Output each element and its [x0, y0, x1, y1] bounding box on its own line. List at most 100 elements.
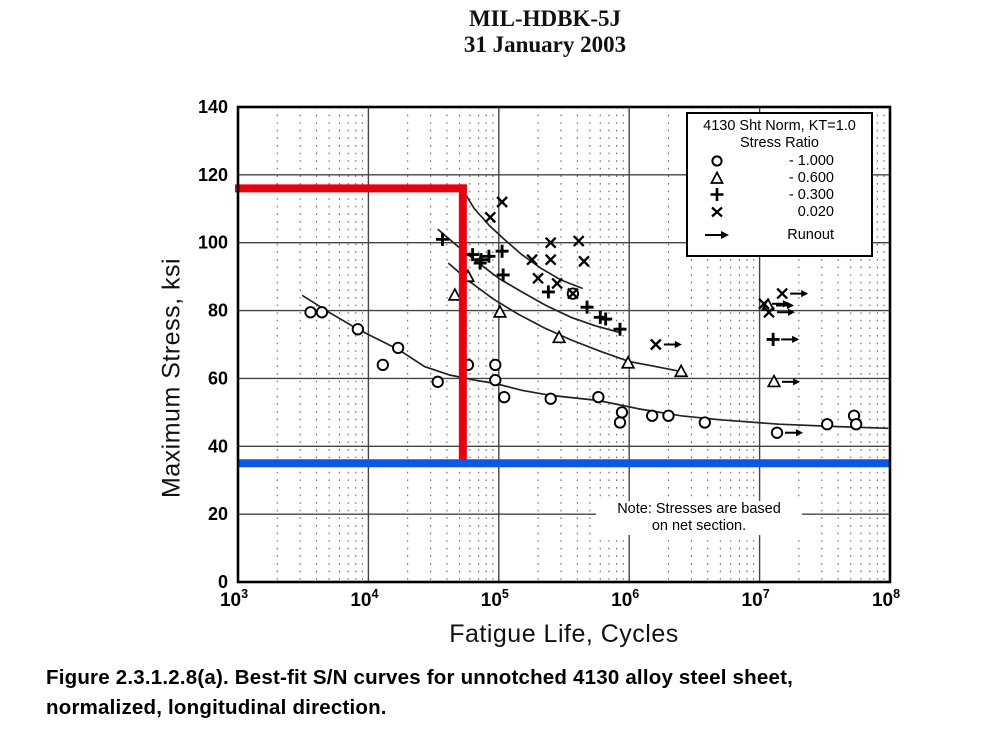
- best-fit-curve: [301, 294, 889, 430]
- data-point-circle: [613, 416, 627, 429]
- x-tick-label: 104: [350, 587, 378, 611]
- data-point-x: [526, 253, 538, 266]
- data-point-circle: [592, 390, 605, 404]
- y-tick-label: 140: [198, 97, 228, 117]
- legend-row: - 1.000: [688, 152, 871, 169]
- data-point-triangle: [492, 304, 508, 318]
- legend: 4130 Sht Norm, KT=1.0 Stress Ratio - 1.0…: [686, 112, 873, 257]
- annotation-lines: [235, 184, 890, 468]
- note-line-1: Note: Stresses are based: [617, 501, 781, 517]
- title-line-2: 31 January 2003: [463, 32, 627, 58]
- data-point-x: [758, 297, 770, 310]
- data-point-circle: [662, 409, 675, 422]
- data-point-plus: [466, 248, 480, 262]
- data-point-triangle: [551, 329, 567, 344]
- data-point-circle: [391, 341, 405, 355]
- data-point-plus: [613, 322, 627, 336]
- data-point-x: [776, 287, 788, 300]
- figure-caption: Figure 2.3.1.2.8(a). Best-fit S/N curves…: [46, 663, 976, 722]
- data-point-x: [578, 255, 590, 268]
- data-point-plus: [599, 312, 613, 326]
- x-tick-label: 108: [872, 587, 900, 611]
- plot-border: [236, 105, 892, 584]
- caption-line-2: normalized, longitudinal direction.: [46, 695, 387, 719]
- legend-label: - 0.300: [788, 186, 834, 203]
- runout-arrow-icon: [688, 229, 746, 241]
- x-tick-label: 105: [481, 587, 509, 611]
- note-line-2: on net section.: [651, 518, 747, 534]
- circle-marker-icon: [688, 154, 746, 168]
- best-fit-curve: [447, 262, 682, 373]
- note-annotation: Note: Stresses are based on net section.: [596, 501, 802, 535]
- runout-arrow-head: [674, 340, 682, 349]
- data-point-x: [650, 338, 662, 351]
- data-point-circle: [821, 418, 834, 431]
- legend-subtitle: Stress Ratio: [740, 135, 819, 151]
- y-tick-label: 100: [198, 233, 228, 253]
- data-point-triangle: [620, 355, 636, 369]
- data-point-circle: [489, 358, 502, 372]
- data-point-plus: [482, 249, 496, 263]
- data-point-x: [763, 306, 775, 319]
- legend-label: Runout: [787, 226, 834, 243]
- data-points: [304, 196, 863, 439]
- y-tick-label: 120: [198, 165, 228, 185]
- y-axis-label: Maximum Stress, ksi: [157, 257, 186, 499]
- best-fit-curve: [461, 187, 584, 290]
- data-point-circle: [489, 373, 502, 387]
- x-axis-label: Fatigue Life, Cycles: [449, 620, 679, 648]
- x-tick-label: 107: [742, 587, 770, 611]
- data-point-circle: [849, 418, 863, 431]
- data-point-triangle: [766, 373, 782, 388]
- data-point-circle: [376, 358, 389, 372]
- data-point-plus: [580, 300, 594, 314]
- y-tick-label: 0: [218, 572, 228, 592]
- data-point-x: [567, 287, 579, 300]
- x-tick-label: 103: [220, 587, 248, 611]
- title-line-1: MIL-HDBK-5J: [468, 6, 622, 31]
- legend-row: 0.020: [688, 203, 871, 220]
- data-point-circle: [698, 416, 711, 429]
- y-tick-label: 60: [208, 368, 228, 388]
- legend-row: - 0.300: [688, 186, 871, 203]
- data-point-plus: [766, 332, 780, 346]
- data-point-x: [496, 196, 508, 208]
- runout-arrow-head: [796, 429, 804, 437]
- runout-arrow-head: [801, 290, 809, 298]
- data-point-circle: [498, 390, 511, 404]
- data-point-triangle: [447, 287, 463, 301]
- data-point-x: [484, 211, 497, 224]
- legend-row: Runout: [688, 226, 871, 243]
- data-point-circle: [646, 409, 659, 422]
- legend-row: - 0.600: [688, 169, 871, 186]
- data-point-x: [532, 272, 544, 285]
- y-tick-label: 20: [208, 504, 228, 524]
- plot-frame: [236, 105, 892, 584]
- legend-label: - 0.600: [788, 169, 834, 186]
- data-point-plus: [495, 244, 509, 258]
- data-point-plus: [496, 268, 510, 282]
- runout-arrow-head: [787, 308, 795, 316]
- legend-label: 0.020: [797, 203, 834, 220]
- legend-title: 4130 Sht Norm, KT=1.0: [703, 118, 856, 134]
- x-marker-icon: [688, 205, 746, 219]
- data-point-x: [551, 277, 563, 290]
- y-tick-label: 80: [208, 301, 228, 321]
- data-point-plus: [474, 253, 488, 267]
- data-point-plus: [541, 285, 555, 299]
- caption-line-1: Figure 2.3.1.2.8(a). Best-fit S/N curves…: [46, 666, 794, 689]
- data-point-x: [544, 253, 557, 266]
- data-point-circle: [315, 306, 329, 319]
- data-point-circle: [544, 392, 557, 405]
- data-point-circle: [351, 323, 364, 336]
- data-point-circle: [304, 306, 317, 319]
- legend-label: - 1.000: [788, 152, 834, 169]
- x-tick-label: 106: [611, 587, 639, 611]
- data-point-triangle: [673, 363, 689, 378]
- y-tick-label: 40: [208, 436, 228, 456]
- data-point-circle: [431, 375, 444, 388]
- plus-marker-icon: [688, 187, 746, 202]
- data-point-x: [572, 235, 585, 247]
